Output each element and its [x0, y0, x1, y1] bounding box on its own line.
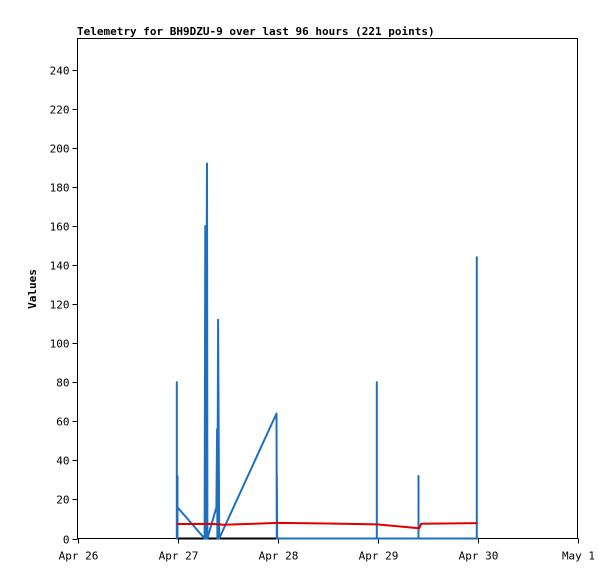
- x-tick-label: Apr 26: [59, 550, 99, 563]
- y-tick-label: 0: [63, 534, 70, 547]
- y-tick-label: 160: [50, 221, 70, 234]
- y-tick-label: 240: [50, 65, 70, 78]
- y-tick-label: 200: [50, 143, 70, 156]
- x-tick-label: Apr 27: [159, 550, 199, 563]
- y-tick-label: 20: [56, 494, 69, 507]
- y-tick-label: 120: [50, 299, 70, 312]
- x-tick-label: May 1: [562, 550, 595, 563]
- series-group: [175, 162, 478, 540]
- x-tick-label: Apr 28: [259, 550, 299, 563]
- x-tick-label: Apr 30: [459, 550, 499, 563]
- x-tick-label: Apr 29: [359, 550, 399, 563]
- series-line-2: [176, 521, 478, 530]
- series-line-1: [175, 162, 478, 540]
- y-tick-label: 220: [50, 104, 70, 117]
- x-axis: Apr 26 Apr 27 Apr 28 Apr 29 Apr 30 May 1: [59, 538, 595, 563]
- plot-area: [77, 38, 578, 539]
- y-tick-label: 60: [56, 416, 69, 429]
- y-tick-label: 40: [56, 455, 69, 468]
- y-tick-label: 180: [50, 182, 70, 195]
- y-tick-label: 140: [50, 260, 70, 273]
- y-tick-label: 80: [56, 377, 69, 390]
- chart-title: Telemetry for BH9DZU-9 over last 96 hour…: [77, 25, 435, 38]
- y-axis-label: Values: [26, 269, 39, 309]
- y-axis: 0 20 40 60 80 100 120 140 160 180 200 220 240: [50, 65, 78, 547]
- y-tick-label: 100: [50, 338, 70, 351]
